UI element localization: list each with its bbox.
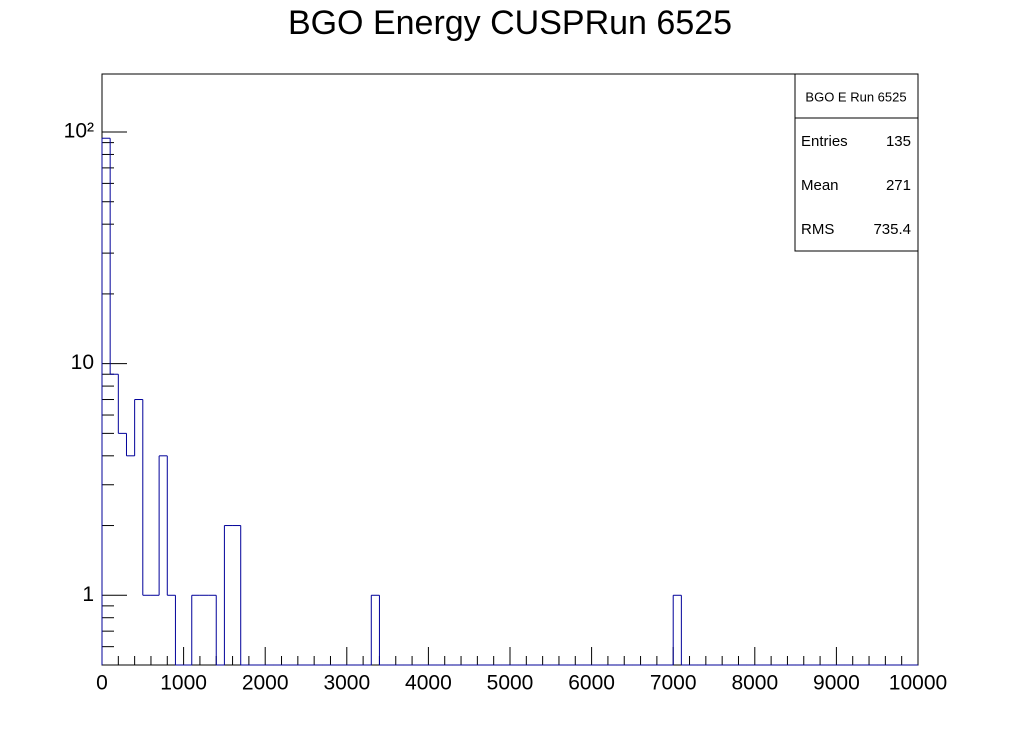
- stats-border: [794, 73, 919, 252]
- x-tick-label: 7000: [650, 672, 697, 695]
- stats-value: 735.4: [873, 221, 911, 238]
- stats-value: 135: [886, 133, 911, 150]
- y-tick-label: 1: [82, 583, 94, 606]
- x-tick-label: 3000: [323, 672, 370, 695]
- x-tick-label: 8000: [731, 672, 778, 695]
- stats-box: BGO E Run 6525 Entries 135 Mean 271 RMS …: [794, 73, 919, 252]
- stats-label: Entries: [801, 133, 848, 150]
- x-tick-label: 0: [96, 672, 108, 695]
- y-tick-label: 10: [71, 351, 94, 374]
- chart-title: BGO Energy CUSPRun 6525: [288, 4, 732, 42]
- stats-title: BGO E Run 6525: [805, 89, 906, 104]
- x-tick-label: 1000: [160, 672, 207, 695]
- stats-label: RMS: [801, 221, 834, 238]
- stats-label: Mean: [801, 177, 839, 194]
- stats-value: 271: [886, 177, 911, 194]
- y-tick-label: 10²: [64, 120, 94, 143]
- x-tick-label: 4000: [405, 672, 452, 695]
- x-tick-label: 10000: [889, 672, 947, 695]
- x-tick-label: 6000: [568, 672, 615, 695]
- x-tick-label: 9000: [813, 672, 860, 695]
- x-tick-label: 2000: [242, 672, 289, 695]
- x-tick-label: 5000: [487, 672, 534, 695]
